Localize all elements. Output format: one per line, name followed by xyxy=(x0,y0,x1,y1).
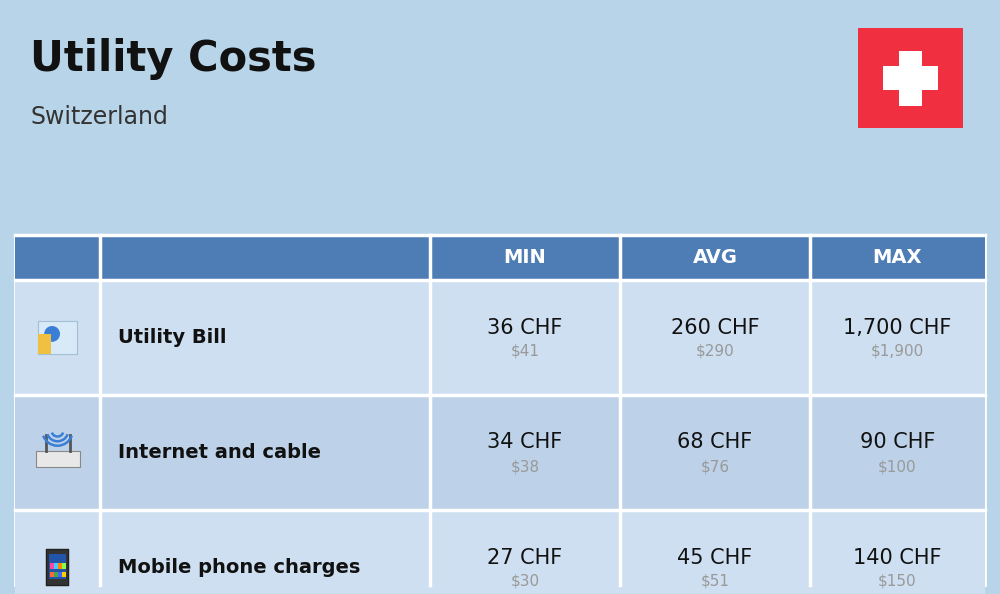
Text: 1,700 CHF: 1,700 CHF xyxy=(843,318,952,337)
Text: Utility Costs: Utility Costs xyxy=(30,38,316,80)
Bar xyxy=(36,451,80,466)
Text: 140 CHF: 140 CHF xyxy=(853,548,942,567)
Bar xyxy=(58,564,62,569)
Text: $1,900: $1,900 xyxy=(871,344,924,359)
Text: 68 CHF: 68 CHF xyxy=(677,432,753,453)
Text: MAX: MAX xyxy=(873,248,922,267)
Bar xyxy=(49,554,66,579)
Text: $150: $150 xyxy=(878,574,917,589)
Bar xyxy=(62,564,66,569)
Bar xyxy=(15,235,985,280)
Bar xyxy=(899,50,922,106)
Bar xyxy=(15,395,985,510)
Text: 36 CHF: 36 CHF xyxy=(487,318,563,337)
Text: $41: $41 xyxy=(511,344,540,359)
Text: $290: $290 xyxy=(696,344,734,359)
Bar xyxy=(15,280,985,395)
Text: Switzerland: Switzerland xyxy=(30,105,168,129)
FancyBboxPatch shape xyxy=(858,28,963,128)
Text: Utility Bill: Utility Bill xyxy=(118,328,226,347)
Bar xyxy=(62,571,66,577)
Text: $30: $30 xyxy=(510,574,540,589)
Bar xyxy=(50,564,54,569)
Text: $76: $76 xyxy=(700,459,730,474)
Text: 27 CHF: 27 CHF xyxy=(487,548,563,567)
Text: 34 CHF: 34 CHF xyxy=(487,432,563,453)
Bar xyxy=(883,67,938,90)
Text: $100: $100 xyxy=(878,459,917,474)
Text: AVG: AVG xyxy=(692,248,738,267)
Bar xyxy=(54,571,58,577)
Text: 260 CHF: 260 CHF xyxy=(671,318,759,337)
Bar xyxy=(54,564,58,569)
Bar xyxy=(38,321,77,353)
Bar xyxy=(15,235,985,585)
Circle shape xyxy=(44,326,60,342)
Text: Internet and cable: Internet and cable xyxy=(118,443,321,462)
Text: 45 CHF: 45 CHF xyxy=(677,548,753,567)
FancyBboxPatch shape xyxy=(46,549,69,586)
Text: 90 CHF: 90 CHF xyxy=(860,432,935,453)
Text: $38: $38 xyxy=(510,459,540,474)
Bar xyxy=(50,571,54,577)
Bar xyxy=(58,571,62,577)
Text: Mobile phone charges: Mobile phone charges xyxy=(118,558,360,577)
Bar xyxy=(15,510,985,594)
Text: MIN: MIN xyxy=(504,248,546,267)
Bar xyxy=(38,334,51,353)
Text: $51: $51 xyxy=(700,574,730,589)
